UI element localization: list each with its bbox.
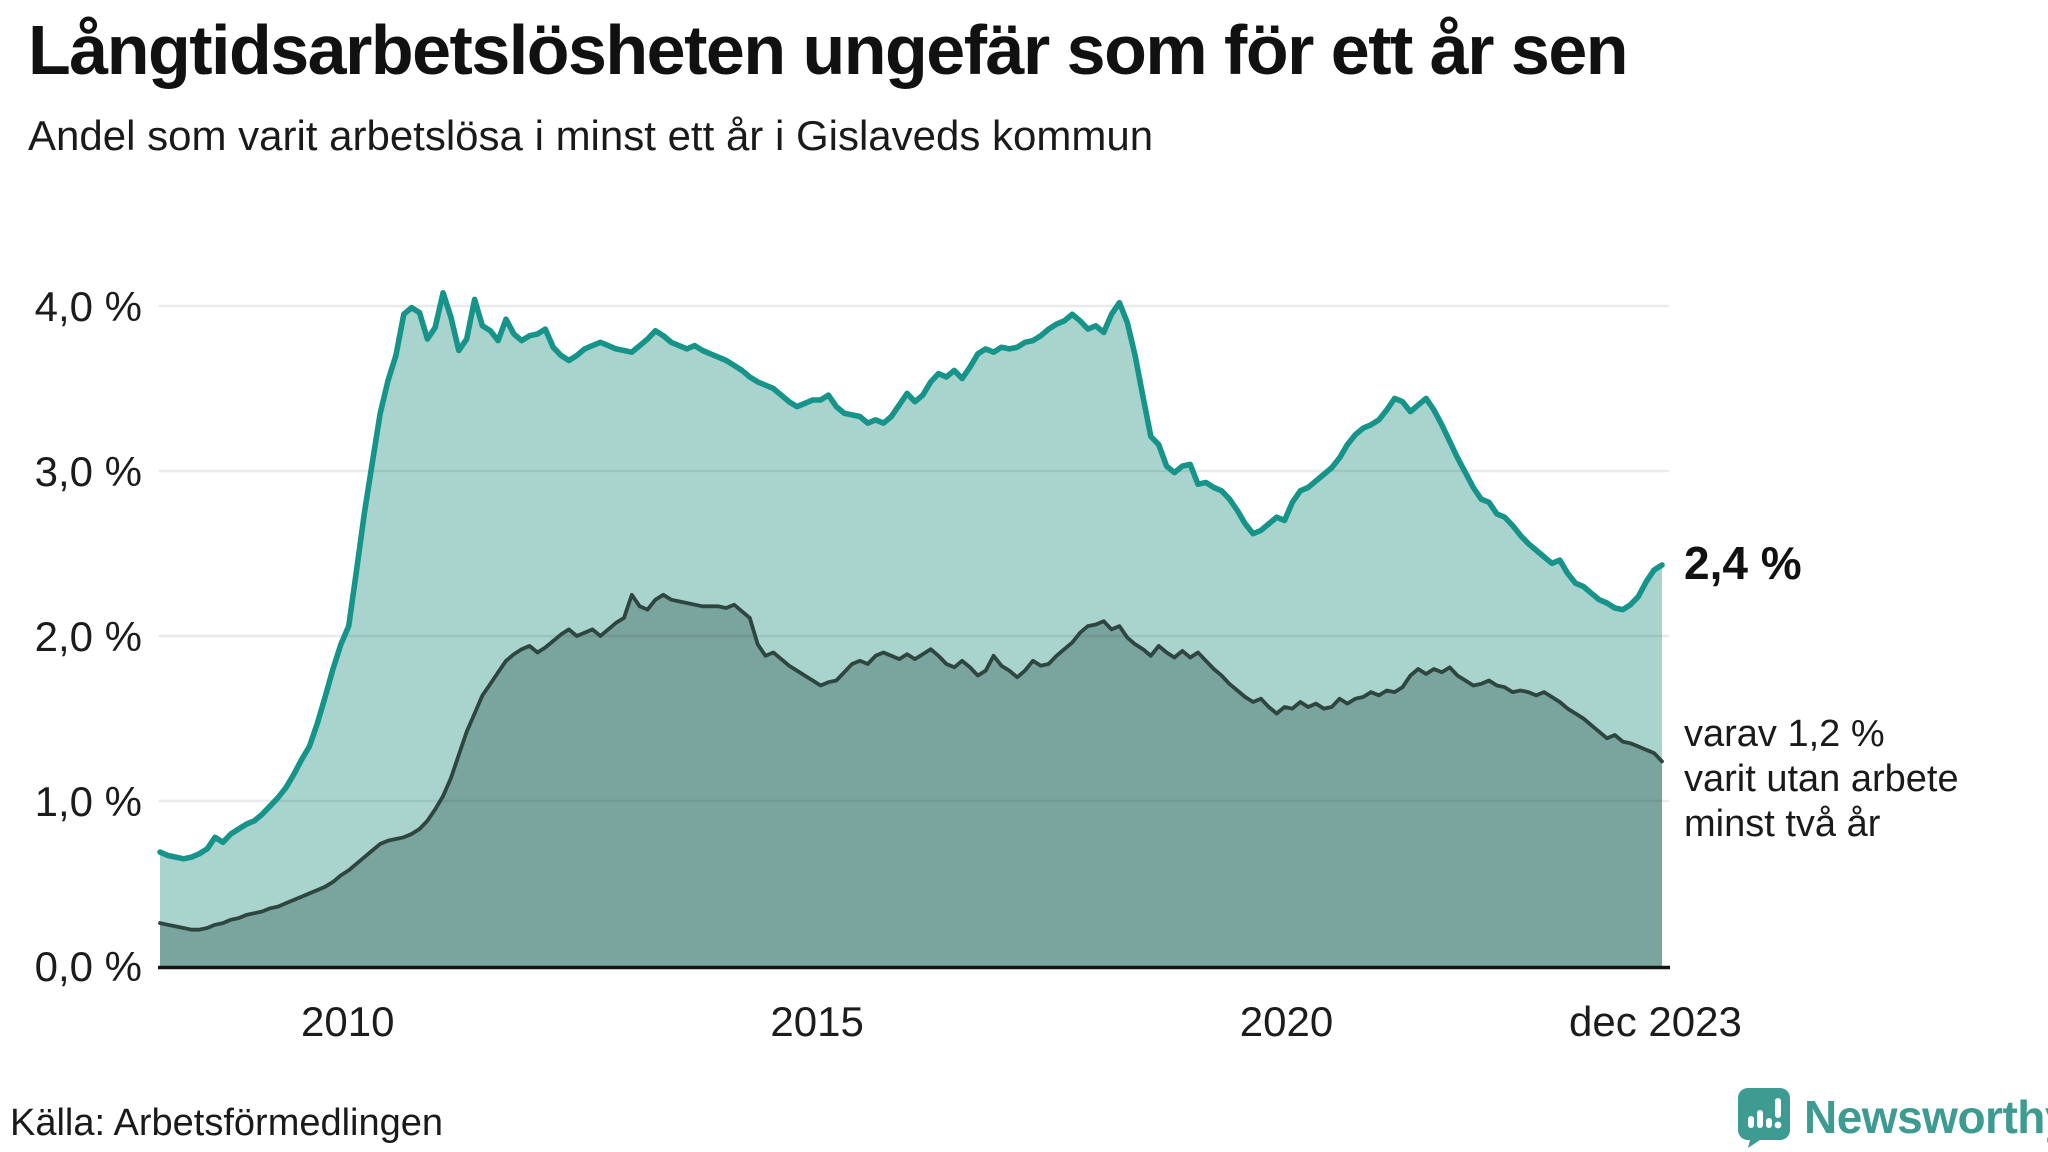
area-two-year <box>160 594 1662 966</box>
y-tick-label: 3,0 % <box>35 448 142 495</box>
annotation-two-year-note: varav 1,2 % varit utan arbete minst två … <box>1684 712 1959 847</box>
annotation-note-line: varit utan arbete <box>1684 758 1959 800</box>
y-axis-labels: 0,0 % 1,0 % 2,0 % 3,0 % 4,0 % <box>35 283 142 990</box>
newsworthy-wordmark: Newsworthy <box>1804 1091 2048 1143</box>
y-tick-label: 1,0 % <box>35 778 142 825</box>
line-one-year <box>157 290 1665 862</box>
line-two-year <box>158 592 1664 932</box>
annotation-note-line: varav 1,2 % <box>1684 713 1885 755</box>
x-axis-labels: 2010 2015 2020 dec 2023 <box>301 998 1742 1045</box>
x-tick-label: 2020 <box>1240 998 1333 1045</box>
annotation-note-line: minst två år <box>1684 803 1881 845</box>
newsworthy-logo: Newsworthy <box>1734 1086 2048 1148</box>
annotation-latest-value: 2,4 % <box>1684 537 1802 589</box>
page-subtitle: Andel som varit arbetslösa i minst ett å… <box>28 112 1154 159</box>
x-tick-label: 2015 <box>770 998 863 1045</box>
y-tick-label: 0,0 % <box>35 943 142 990</box>
y-tick-label: 4,0 % <box>35 283 142 330</box>
page-title: Långtidsarbetslösheten ungefär som för e… <box>28 11 1629 89</box>
source-note: Källa: Arbetsförmedlingen <box>10 1102 444 1144</box>
x-tick-label: dec 2023 <box>1569 998 1742 1045</box>
newsworthy-icon <box>1738 1088 1790 1148</box>
x-tick-label: 2010 <box>301 998 394 1045</box>
y-tick-label: 2,0 % <box>35 613 142 660</box>
